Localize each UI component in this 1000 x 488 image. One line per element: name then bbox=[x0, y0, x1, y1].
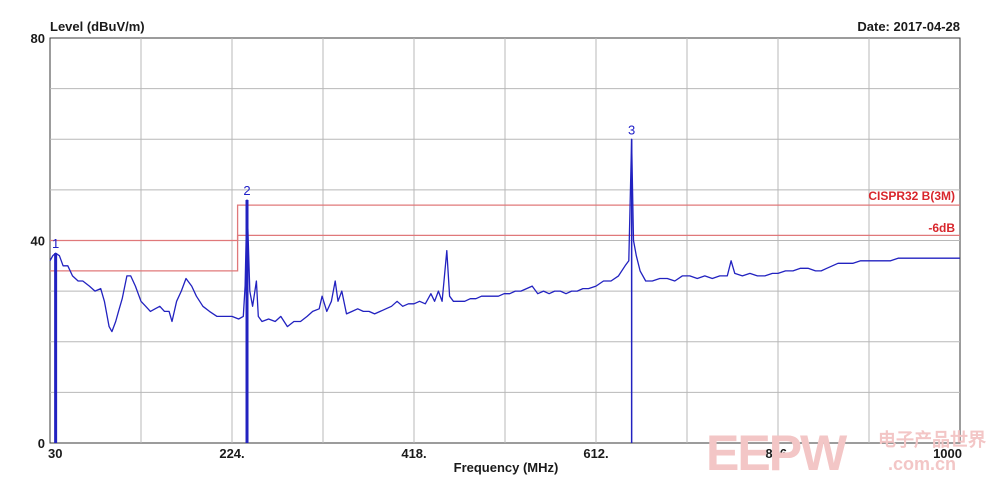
marker-label-3: 3 bbox=[628, 122, 635, 137]
x-tick-label: 418. bbox=[401, 446, 426, 461]
svg-text:.com.cn: .com.cn bbox=[888, 454, 956, 474]
x-tick-label: 1000 bbox=[933, 446, 962, 461]
x-tick-label: 30 bbox=[48, 446, 62, 461]
limit-lines bbox=[50, 204, 960, 272]
y-axis-label: Level (dBuV/m) bbox=[50, 19, 145, 34]
x-axis-label: Frequency (MHz) bbox=[454, 460, 559, 475]
marker-label-1: 1 bbox=[52, 236, 59, 251]
markers: 1 2 3 bbox=[52, 122, 635, 443]
svg-text:电子产品世界: 电子产品世界 bbox=[878, 429, 986, 450]
tick-labels: 30 224. 418. 612. 806. 1000 80 40 0 bbox=[31, 31, 962, 461]
y-tick-label: 40 bbox=[31, 234, 45, 249]
marker-label-2: 2 bbox=[243, 183, 250, 198]
limit-label-cispr: CISPR32 B(3M) bbox=[868, 189, 955, 203]
limit-line-2 bbox=[50, 234, 960, 272]
y-tick-label: 80 bbox=[31, 31, 45, 46]
series-line-1 bbox=[49, 138, 960, 333]
date-label: Date: 2017-04-28 bbox=[857, 19, 960, 34]
limit-label-6db: -6dB bbox=[928, 221, 955, 235]
x-tick-label: 224. bbox=[219, 446, 244, 461]
svg-text:EEPW: EEPW bbox=[706, 425, 848, 481]
x-tick-label: 612. bbox=[583, 446, 608, 461]
limit-line-1 bbox=[50, 204, 960, 242]
y-tick-label: 0 bbox=[38, 436, 45, 451]
series bbox=[49, 138, 960, 333]
x-tick-label: 806. bbox=[765, 446, 790, 461]
eepw-watermark: EEPW 电子产品世界 .com.cn bbox=[706, 425, 986, 481]
